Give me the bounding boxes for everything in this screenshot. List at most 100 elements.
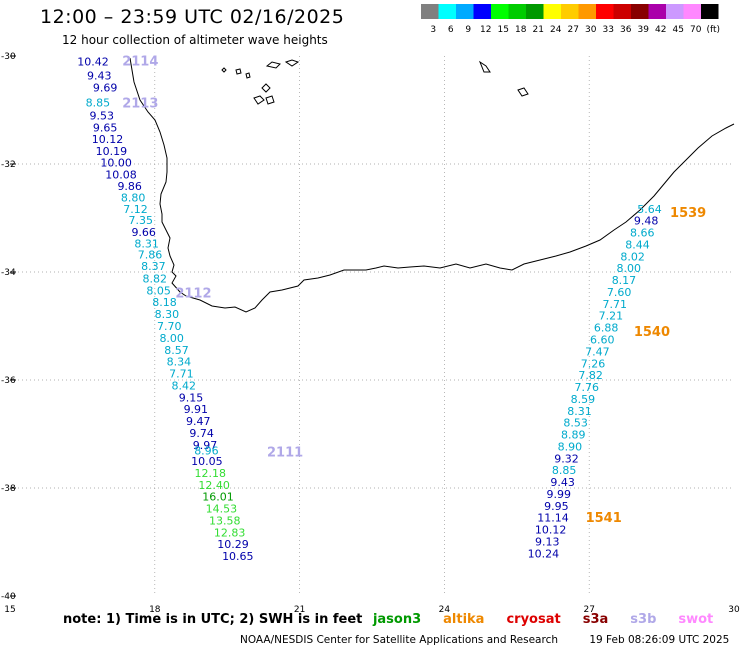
scale-label: 3	[430, 25, 436, 35]
island	[221, 67, 227, 73]
wave-height-value: 8.44	[625, 238, 650, 251]
wave-height-value: 7.70	[157, 320, 182, 333]
track-id-label: 1541	[586, 511, 622, 526]
wave-height-value: 8.18	[152, 296, 177, 309]
mission-jason3: jason3	[372, 612, 422, 627]
wave-height-value: 9.65	[93, 121, 118, 134]
wave-height-value: 8.34	[167, 356, 192, 369]
wave-height-value: 5.64	[637, 203, 662, 216]
wave-height-value: 7.47	[585, 345, 610, 358]
scale-label: 33	[603, 25, 614, 35]
scale-swatch	[666, 4, 684, 19]
wave-height-value: 8.31	[134, 237, 159, 250]
scale-label: 45	[673, 25, 684, 35]
wave-height-value: 8.37	[141, 260, 166, 273]
legend-note: note: 1) Time is in UTC; 2) SWH is in fe…	[63, 612, 740, 627]
mission-cryosat: cryosat	[506, 612, 561, 627]
islands	[221, 59, 529, 105]
wave-height-value: 8.85	[86, 96, 111, 109]
wave-height-value: 8.90	[558, 440, 583, 453]
track-id-label: 2112	[175, 287, 211, 302]
wave-height-value: 9.91	[184, 403, 209, 416]
color-scale: 3 6 9 12 15 18 21 24 27 30 33 36 39 42 45 70 (ft)	[421, 4, 720, 35]
y-tick-label: -34	[1, 268, 16, 278]
wave-height-value: 8.82	[143, 272, 168, 285]
wave-height-value: 7.82	[578, 369, 603, 382]
scale-label: 21	[533, 25, 544, 35]
wave-height-value: 7.71	[169, 368, 194, 381]
island	[245, 72, 251, 79]
wave-height-value: 9.74	[189, 427, 214, 440]
scale-label: 42	[655, 25, 666, 35]
wave-height-value: 7.21	[599, 310, 624, 323]
wave-height-value: 9.48	[634, 215, 659, 228]
wave-height-value: 8.89	[561, 429, 586, 442]
wave-height-value: 10.12	[92, 133, 124, 146]
scale-label: 12	[480, 25, 491, 35]
wave-height-value: 7.71	[603, 298, 628, 311]
west-coast	[129, 57, 187, 297]
scale-label: 6	[448, 25, 454, 35]
wave-height-value: 7.76	[575, 381, 600, 394]
track-2114: 10.429.439.69	[77, 55, 117, 94]
y-tick-label: -40	[1, 592, 16, 602]
scale-swatch	[473, 4, 491, 19]
scale-swatch	[456, 4, 474, 19]
wave-height-value: 6.60	[590, 334, 615, 347]
x-tick-label: 15	[4, 605, 15, 615]
scale-label: 24	[550, 25, 562, 35]
track-1539: 5.649.488.668.448.028.008.177.607.717.21	[599, 203, 662, 323]
island	[265, 95, 275, 105]
island	[478, 60, 491, 73]
mission-s3a: s3a	[582, 612, 609, 627]
scale-label: 36	[620, 25, 632, 35]
scale-swatch	[438, 4, 456, 19]
mission-s3b: s3b	[630, 612, 657, 627]
scale-swatch	[508, 4, 526, 19]
wave-height-value: 10.00	[100, 156, 132, 169]
wave-height-value: 7.26	[581, 357, 606, 370]
scale-swatch	[648, 4, 666, 19]
track-id-label: 2111	[267, 445, 303, 460]
scale-label: 27	[568, 25, 579, 35]
wave-height-value: 10.08	[105, 168, 137, 181]
wave-height-value: 13.58	[209, 514, 241, 527]
page-title: 12:00 – 23:59 UTC 02/16/2025	[40, 6, 345, 28]
scale-label: 39	[638, 25, 650, 35]
island	[265, 61, 281, 69]
satellite-tracks: 10.429.439.698.859.539.6510.1210.1910.00…	[77, 55, 662, 563]
wave-height-value: 12.18	[195, 467, 227, 480]
wave-height-value: 7.86	[138, 249, 163, 262]
track-id-label: 2114	[122, 54, 158, 69]
axis-ticks: 15 18 21 24 27 30 -30 -32 -34 -36 -38 -40	[1, 52, 740, 615]
wave-height-value: 16.01	[202, 491, 234, 504]
wave-height-value: 8.80	[121, 191, 146, 204]
page-subtitle: 12 hour collection of altimeter wave hei…	[62, 33, 328, 47]
x-tick-label: 30	[728, 605, 740, 615]
coastline	[129, 57, 735, 313]
scale-swatch	[526, 4, 544, 19]
mission-altika: altika	[443, 612, 485, 627]
island	[261, 83, 271, 93]
track-1540: 6.886.607.477.267.827.768.598.318.538.89…	[550, 322, 618, 489]
south-coast	[185, 123, 735, 313]
scale-label: 15	[498, 25, 509, 35]
wave-height-value: 8.59	[571, 393, 596, 406]
track-id-labels: 2114 2113 2112 2111 1539 1540 1541	[122, 54, 706, 526]
scale-swatch	[421, 4, 439, 19]
wave-height-value: 10.05	[191, 455, 223, 468]
wave-height-value: 7.12	[123, 203, 148, 216]
wave-height-value: 9.69	[93, 81, 118, 94]
wave-height-value: 9.13	[535, 535, 560, 548]
scale-swatch	[683, 4, 701, 19]
wave-height-value: 9.47	[186, 415, 211, 428]
wave-height-value: 9.43	[87, 69, 112, 82]
scale-swatch	[578, 4, 596, 19]
scale-label: 30	[585, 25, 597, 35]
wave-height-value: 8.17	[612, 274, 637, 287]
wave-height-value: 9.95	[544, 500, 569, 513]
scale-swatch	[491, 4, 509, 19]
